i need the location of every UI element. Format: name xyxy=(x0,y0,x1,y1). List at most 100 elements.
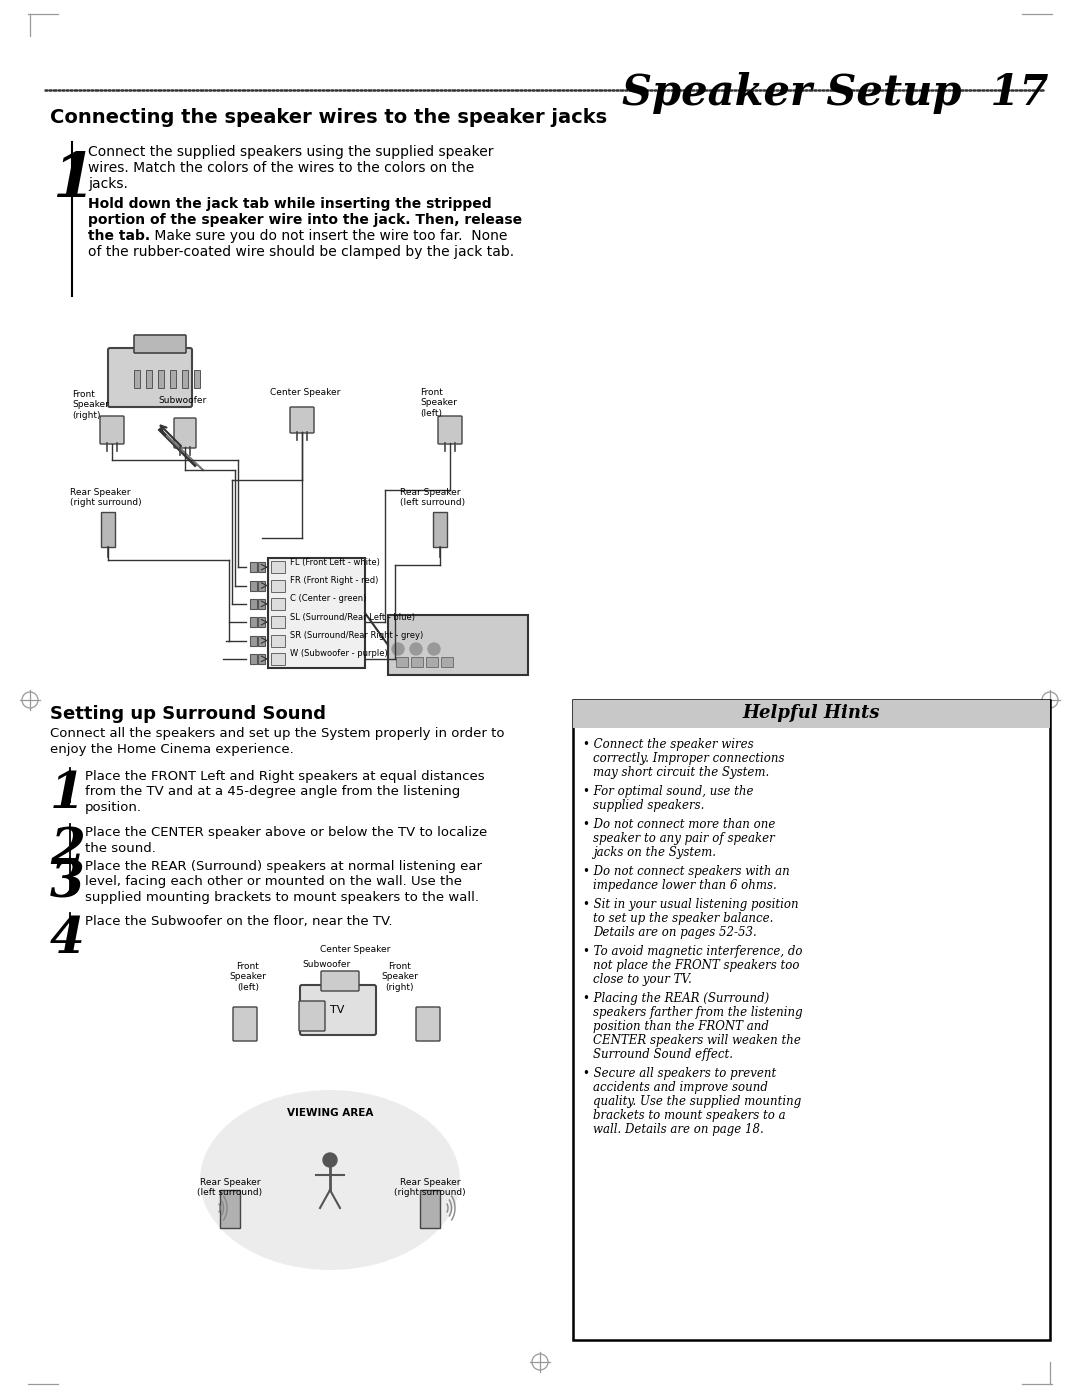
Text: FR (Front Right - red): FR (Front Right - red) xyxy=(291,576,378,585)
Bar xyxy=(420,1190,440,1228)
Text: FL (Front Left - white): FL (Front Left - white) xyxy=(291,557,380,567)
Text: Center Speaker: Center Speaker xyxy=(320,944,390,954)
Bar xyxy=(249,636,257,645)
FancyBboxPatch shape xyxy=(134,335,186,353)
Bar xyxy=(102,511,114,548)
Text: position than the FRONT and: position than the FRONT and xyxy=(593,1020,769,1032)
Text: Front
Speaker
(left): Front Speaker (left) xyxy=(230,963,267,992)
Text: Hold down the jack tab while inserting the stripped: Hold down the jack tab while inserting t… xyxy=(87,197,491,211)
Ellipse shape xyxy=(200,1090,460,1270)
Bar xyxy=(426,657,438,666)
Bar xyxy=(268,557,365,668)
Bar xyxy=(158,370,164,388)
Bar xyxy=(258,581,265,591)
Text: jacks.: jacks. xyxy=(87,177,127,191)
Text: 2: 2 xyxy=(50,826,84,875)
FancyBboxPatch shape xyxy=(108,348,192,407)
Bar xyxy=(271,652,285,665)
FancyBboxPatch shape xyxy=(416,1007,440,1041)
Text: Rear Speaker
(left surround): Rear Speaker (left surround) xyxy=(198,1178,262,1197)
Text: C (Center - green): C (Center - green) xyxy=(291,594,366,604)
Text: Front
Speaker
(right): Front Speaker (right) xyxy=(381,963,418,992)
Text: • Secure all speakers to prevent: • Secure all speakers to prevent xyxy=(583,1067,777,1080)
Text: position.: position. xyxy=(85,800,141,814)
Text: • Do not connect speakers with an: • Do not connect speakers with an xyxy=(583,865,789,877)
Circle shape xyxy=(410,643,422,655)
Bar xyxy=(258,654,265,664)
Text: Speaker Setup  17: Speaker Setup 17 xyxy=(621,73,1048,115)
Text: wires. Match the colors of the wires to the colors on the: wires. Match the colors of the wires to … xyxy=(87,161,474,175)
Text: the sound.: the sound. xyxy=(85,841,156,855)
Circle shape xyxy=(392,643,404,655)
Text: Subwoofer: Subwoofer xyxy=(158,395,206,405)
FancyBboxPatch shape xyxy=(299,1002,325,1031)
Text: Place the CENTER speaker above or below the TV to localize: Place the CENTER speaker above or below … xyxy=(85,826,487,840)
Text: speakers farther from the listening: speakers farther from the listening xyxy=(593,1006,802,1018)
Text: Connect the supplied speakers using the supplied speaker: Connect the supplied speakers using the … xyxy=(87,145,494,159)
Text: Place the REAR (Surround) speakers at normal listening ear: Place the REAR (Surround) speakers at no… xyxy=(85,861,482,873)
Text: quality. Use the supplied mounting: quality. Use the supplied mounting xyxy=(593,1095,801,1108)
Text: • For optimal sound, use the: • For optimal sound, use the xyxy=(583,785,754,798)
Text: TV: TV xyxy=(330,1004,345,1016)
Bar xyxy=(170,370,176,388)
Text: the tab.: the tab. xyxy=(87,229,150,243)
Text: may short circuit the System.: may short circuit the System. xyxy=(593,766,769,780)
Text: Details are on pages 52-53.: Details are on pages 52-53. xyxy=(593,926,757,939)
FancyBboxPatch shape xyxy=(100,416,124,444)
Text: Connect all the speakers and set up the System properly in order to: Connect all the speakers and set up the … xyxy=(50,726,504,740)
Text: • Placing the REAR (Surround): • Placing the REAR (Surround) xyxy=(583,992,769,1004)
Bar xyxy=(134,370,140,388)
Bar xyxy=(271,616,285,629)
Text: Surround Sound effect.: Surround Sound effect. xyxy=(593,1048,733,1060)
Text: • Do not connect more than one: • Do not connect more than one xyxy=(583,819,775,831)
Text: SR (Surround/Rear Right - grey): SR (Surround/Rear Right - grey) xyxy=(291,631,423,640)
Bar xyxy=(271,634,285,647)
Text: enjoy the Home Cinema experience.: enjoy the Home Cinema experience. xyxy=(50,743,294,756)
Text: • Connect the speaker wires: • Connect the speaker wires xyxy=(583,738,754,752)
Text: supplied speakers.: supplied speakers. xyxy=(593,799,704,812)
Bar xyxy=(258,636,265,645)
FancyBboxPatch shape xyxy=(291,407,314,433)
Text: 1: 1 xyxy=(52,149,95,210)
Text: Front
Speaker
(left): Front Speaker (left) xyxy=(420,388,457,418)
Text: Place the Subwoofer on the floor, near the TV.: Place the Subwoofer on the floor, near t… xyxy=(85,915,392,928)
FancyBboxPatch shape xyxy=(438,416,462,444)
Bar xyxy=(258,617,265,627)
Text: 1: 1 xyxy=(50,770,84,819)
Text: SL (Surround/Rear Left - blue): SL (Surround/Rear Left - blue) xyxy=(291,613,415,622)
Bar xyxy=(271,562,285,573)
Bar xyxy=(258,599,265,609)
Bar xyxy=(249,654,257,664)
Text: correctly. Improper connections: correctly. Improper connections xyxy=(593,752,784,766)
Text: of the rubber-coated wire should be clamped by the jack tab.: of the rubber-coated wire should be clam… xyxy=(87,244,514,258)
Bar xyxy=(194,370,200,388)
Text: Subwoofer: Subwoofer xyxy=(302,960,350,970)
Text: • To avoid magnetic interference, do: • To avoid magnetic interference, do xyxy=(583,944,802,958)
Text: • Sit in your usual listening position: • Sit in your usual listening position xyxy=(583,898,798,911)
Bar xyxy=(249,599,257,609)
Bar xyxy=(220,1190,240,1228)
Text: Setting up Surround Sound: Setting up Surround Sound xyxy=(50,705,326,724)
Bar xyxy=(271,598,285,610)
Text: speaker to any pair of speaker: speaker to any pair of speaker xyxy=(593,833,774,845)
FancyBboxPatch shape xyxy=(300,985,376,1035)
Text: Rear Speaker
(left surround): Rear Speaker (left surround) xyxy=(400,488,465,507)
Bar xyxy=(388,615,528,675)
Text: jacks on the System.: jacks on the System. xyxy=(593,847,716,859)
Text: Make sure you do not insert the wire too far.  None: Make sure you do not insert the wire too… xyxy=(150,229,508,243)
Text: Place the FRONT Left and Right speakers at equal distances: Place the FRONT Left and Right speakers … xyxy=(85,770,485,782)
Text: CENTER speakers will weaken the: CENTER speakers will weaken the xyxy=(593,1034,801,1046)
Text: from the TV and at a 45-degree angle from the listening: from the TV and at a 45-degree angle fro… xyxy=(85,785,460,799)
FancyBboxPatch shape xyxy=(321,971,359,990)
Bar xyxy=(433,511,447,548)
Text: impedance lower than 6 ohms.: impedance lower than 6 ohms. xyxy=(593,879,777,893)
FancyBboxPatch shape xyxy=(174,418,195,448)
Text: Helpful Hints: Helpful Hints xyxy=(742,704,880,722)
Text: not place the FRONT speakers too: not place the FRONT speakers too xyxy=(593,958,799,972)
Text: to set up the speaker balance.: to set up the speaker balance. xyxy=(593,912,773,925)
Text: 4: 4 xyxy=(50,915,84,964)
Text: supplied mounting brackets to mount speakers to the wall.: supplied mounting brackets to mount spea… xyxy=(85,891,480,904)
Text: portion of the speaker wire into the jack. Then, release: portion of the speaker wire into the jac… xyxy=(87,212,522,226)
FancyBboxPatch shape xyxy=(233,1007,257,1041)
Bar xyxy=(249,617,257,627)
